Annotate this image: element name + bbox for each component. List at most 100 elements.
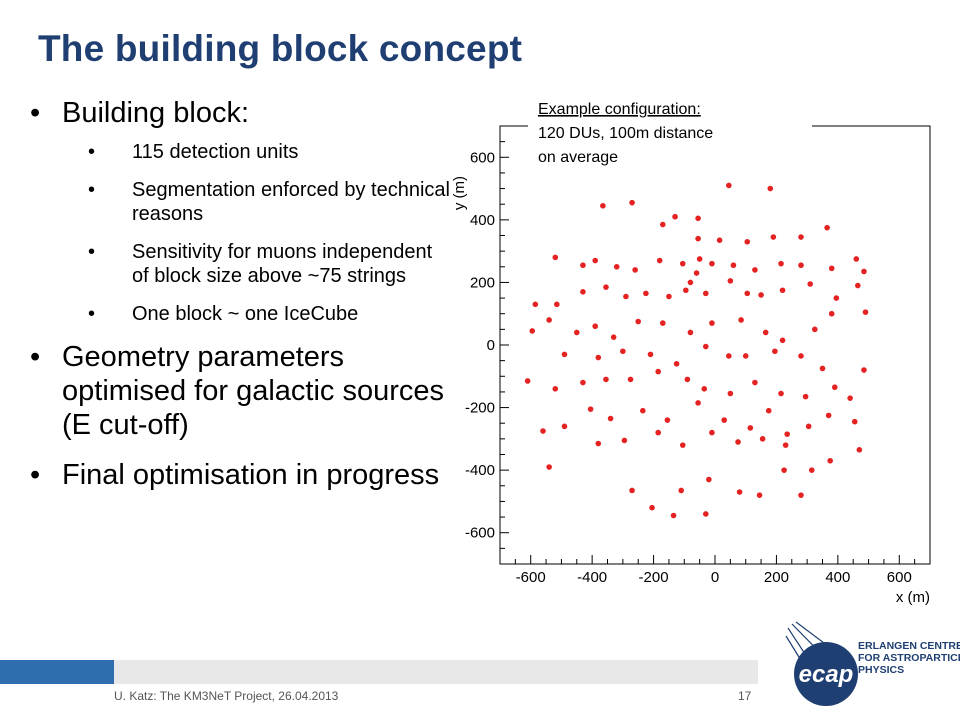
x-axis-label: x (m) (896, 589, 930, 606)
data-point (672, 213, 678, 220)
data-point (666, 293, 672, 300)
sub-bullet-segmentation: Segmentation enforced by technical reaso… (30, 178, 450, 226)
y-tick-label: 600 (470, 149, 495, 166)
data-point (580, 379, 586, 386)
annotation-line: Example configuration: (538, 101, 701, 118)
data-point (861, 268, 867, 275)
y-tick-label: -200 (465, 400, 495, 417)
data-point (762, 329, 769, 336)
data-point (702, 343, 709, 350)
data-point (847, 395, 853, 401)
data-point (687, 329, 694, 336)
data-point (752, 267, 758, 273)
y-tick-label: 400 (470, 212, 495, 229)
data-point (702, 290, 709, 297)
data-point (730, 262, 737, 269)
data-point (610, 334, 617, 340)
data-point (855, 282, 861, 289)
data-point (833, 295, 840, 301)
data-point (664, 417, 671, 423)
data-point (649, 504, 655, 511)
data-point (620, 348, 626, 355)
data-point (851, 418, 858, 425)
data-point (798, 353, 804, 359)
data-point (779, 287, 786, 294)
data-point (659, 320, 666, 326)
data-point (603, 284, 609, 290)
data-point (747, 425, 754, 431)
bullet-building-block: Building block: (30, 96, 450, 130)
data-point (684, 376, 691, 383)
detector-layout-chart: -600 -400 -200 0 200 400 600 -600 -400 -200 0 200 40… (451, 92, 931, 606)
data-point (702, 511, 709, 517)
data-point (695, 235, 701, 242)
data-point (603, 376, 609, 383)
data-point (709, 429, 715, 436)
data-point (744, 290, 751, 297)
data-point (621, 437, 628, 444)
data-point (779, 337, 786, 344)
data-point (808, 467, 815, 473)
data-point (767, 185, 774, 192)
data-point (678, 487, 685, 494)
footer-text: U. Katz: The KM3NeT Project, 26.04.2013 (114, 689, 339, 703)
data-point (552, 254, 559, 261)
y-axis-label: y (m) (451, 176, 468, 210)
data-point (778, 390, 784, 397)
data-point (546, 464, 552, 470)
data-point (853, 256, 860, 262)
sub-bullet-detection-units: 115 detection units (30, 140, 450, 164)
data-point (595, 354, 602, 361)
data-point (726, 353, 732, 359)
data-point (807, 281, 814, 287)
data-point (595, 440, 602, 447)
logo-text: ERLANGEN CENTRE FOR ASTROPARTICLE PHYSIC… (858, 640, 960, 676)
data-point (828, 265, 835, 272)
annotation-line: on average (538, 149, 618, 166)
data-point (735, 439, 741, 445)
data-point (758, 292, 764, 298)
data-point (709, 260, 715, 267)
data-point (532, 301, 539, 308)
data-point (679, 442, 686, 448)
data-point (727, 278, 734, 284)
data-point (706, 476, 712, 483)
annotation-box (528, 92, 812, 182)
data-point (573, 329, 580, 336)
page-number: 17 (738, 689, 752, 703)
data-point (552, 386, 559, 392)
data-point (623, 293, 629, 300)
data-point (656, 257, 663, 264)
data-point (782, 442, 789, 448)
data-point (756, 492, 763, 498)
data-point (856, 447, 863, 453)
data-point (805, 423, 812, 430)
x-tick-label: 0 (711, 569, 719, 586)
x-tick-label: 400 (825, 569, 850, 586)
slide-title: The building block concept (38, 28, 523, 69)
bullet-final-optimisation: Final optimisation in progress (30, 458, 450, 492)
data-point (759, 436, 766, 442)
data-point (778, 260, 784, 267)
data-point (683, 287, 689, 294)
data-point (592, 323, 599, 330)
data-point (647, 351, 654, 358)
y-tick-label: -600 (465, 525, 495, 542)
data-point (828, 310, 835, 317)
data-point (721, 417, 728, 423)
data-point (561, 423, 568, 430)
data-point (587, 406, 594, 412)
sub-bullet-sensitivity: Sensitivity for muons independent of blo… (30, 240, 450, 288)
data-point (752, 379, 758, 386)
data-point (670, 512, 677, 519)
data-point (655, 429, 661, 436)
data-point (613, 263, 620, 270)
data-point (765, 407, 772, 414)
footer-bar (114, 660, 758, 684)
data-point (607, 415, 614, 422)
sub-bullet-icecube: One block ~ one IceCube (30, 302, 450, 326)
data-point (701, 386, 708, 392)
data-point (812, 326, 818, 333)
data-point (784, 431, 790, 437)
data-point (696, 256, 703, 262)
